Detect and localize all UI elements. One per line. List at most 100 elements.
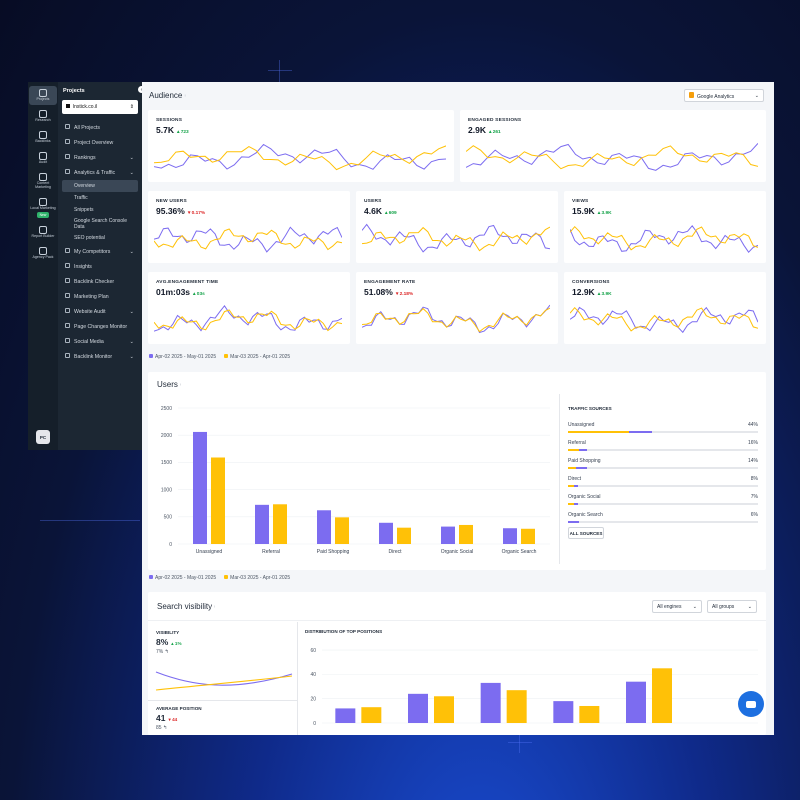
nav-item-website-audit[interactable]: Website Audit ⌄ (62, 304, 138, 319)
nav-item-left: Backlink Monitor (65, 353, 112, 360)
legend-previous-label: Mar-03 2025 - Apr-01 2025 (230, 575, 291, 581)
collapse-sidebar-button[interactable]: ‹ (138, 86, 145, 93)
chevron-down-icon: ⌄ (129, 338, 134, 345)
nav-item-page-changes-monitor[interactable]: Page Changes Monitor (62, 319, 138, 334)
metric-sparkline (362, 304, 550, 334)
bar-previous (506, 690, 527, 723)
rail-item-backlinks[interactable]: Backlinks (29, 128, 57, 147)
metric-card-conversions: CONVERSIONS 12.9K ▴ 3.9K (564, 272, 766, 344)
engines-select[interactable]: All engines ⌄ (652, 600, 702, 613)
nav-item-left: My Competitors (65, 248, 110, 255)
metric-sparkline (466, 143, 758, 171)
y-tick-label: 500 (164, 515, 173, 521)
bar-current (335, 708, 356, 723)
nav-item-left: Social Media (65, 338, 104, 345)
groups-select[interactable]: All groups ⌄ (707, 600, 757, 613)
nav-item-icon (65, 248, 70, 253)
metric-label: CONVERSIONS (572, 280, 610, 285)
nav-sub-label: Google Search Console Data (74, 218, 128, 230)
nav-item-analytics-traffic[interactable]: Analytics & Traffic ⌄ (62, 165, 138, 180)
rail-item-content-marketing[interactable]: Content Marketing (29, 170, 57, 193)
metric-card-views: VIEWS 15.9K ▴ 3.9K (564, 191, 766, 263)
nav-item-all-projects[interactable]: All Projects (62, 120, 138, 135)
icon-rail: Projects Research Backlinks Audit Content Ma… (28, 82, 58, 450)
traffic-source-name: Referral (568, 440, 586, 446)
rail-item-local-marketing[interactable]: Local Marketing New (29, 195, 57, 221)
traffic-source-bar-previous (568, 485, 574, 487)
traffic-source-pct: 7% (750, 494, 758, 500)
rail-item-label: Agency Pack (32, 254, 54, 259)
project-select[interactable]: lnstick.co.il ⇕ (62, 100, 138, 114)
nav-item-rankings[interactable]: Rankings ⌄ (62, 150, 138, 165)
audience-legend: Apr-02 2025 - May-01 2025 Mar-03 2025 - … (149, 354, 290, 360)
traffic-source-name: Paid Shopping (568, 458, 601, 464)
nav-item-backlink-checker[interactable]: Backlink Checker (62, 274, 138, 289)
rail-item-agency-pack[interactable]: Agency Pack (29, 244, 57, 263)
rail-item-label: Research (35, 117, 51, 122)
sparkline-current (466, 143, 758, 171)
rail-item-audit[interactable]: Audit (29, 149, 57, 168)
nav-sub-traffic[interactable]: Traffic (62, 192, 138, 204)
pin-icon (39, 197, 47, 206)
traffic-source-pct: 16% (747, 440, 758, 446)
sparkline-previous (154, 309, 342, 332)
traffic-source-bar-current (568, 467, 587, 469)
nav-sub-google-search-console-data[interactable]: Google Search Console Data (62, 216, 138, 232)
nav-sub-overview[interactable]: Overview (62, 180, 138, 192)
nav-sub-snippets[interactable]: Snippets (62, 204, 138, 216)
traffic-source-bar-previous (568, 431, 629, 433)
divider (559, 394, 560, 564)
y-tick-label: 1500 (161, 460, 172, 466)
traffic-source-row[interactable]: Referral 16% (568, 440, 758, 451)
avatar[interactable]: PC (36, 430, 50, 444)
metric-delta: ▴ 609 (384, 211, 397, 216)
metric-card-sessions: SESSIONS 5.7K ▴ 723 (148, 110, 454, 182)
nav-item-icon (65, 293, 70, 298)
nav-item-icon (65, 278, 70, 283)
traffic-source-pct: 6% (750, 512, 758, 518)
traffic-source-bar (568, 521, 758, 523)
nav-item-my-competitors[interactable]: My Competitors ⌄ (62, 244, 138, 259)
metric-delta: ▴ 261 (488, 130, 501, 135)
nav-item-backlink-monitor[interactable]: Backlink Monitor ⌄ (62, 349, 138, 364)
traffic-sources-title: TRAFFIC SOURCES (568, 406, 612, 411)
traffic-source-row[interactable]: Organic Social 7% (568, 494, 758, 505)
book-icon (39, 109, 47, 118)
nav-item-label: Rankings (74, 155, 96, 161)
traffic-source-row[interactable]: Direct 8% (568, 476, 758, 487)
avg-position-previous: 85 ↰ (156, 725, 168, 731)
metric-sparkline (570, 306, 758, 334)
all-sources-button[interactable]: ALL SOURCES (568, 527, 604, 539)
bar-current (255, 504, 269, 544)
users-legend: Apr-02 2025 - May-01 2025 Mar-03 2025 - … (149, 575, 290, 581)
nav-sub-label: Overview (74, 183, 95, 189)
bar-previous (273, 504, 287, 544)
chat-support-button[interactable] (738, 691, 764, 717)
traffic-source-row[interactable]: Unassigned 44% (568, 422, 758, 433)
metric-delta: ▴ 3.9K (597, 292, 612, 297)
google-analytics-icon (689, 91, 694, 98)
nav-item-left: Project Overview (65, 139, 113, 146)
rail-item-projects[interactable]: Projects (29, 86, 57, 105)
rail-item-report-builder[interactable]: Report Builder (29, 223, 57, 242)
nav-item-marketing-plan[interactable]: Marketing Plan (62, 289, 138, 304)
nav-item-project-overview[interactable]: Project Overview (62, 135, 138, 150)
traffic-source-row[interactable]: Organic Search 6% (568, 512, 758, 523)
traffic-source-pct: 14% (747, 458, 758, 464)
metric-sparkline (154, 143, 446, 171)
sparkline-current (154, 304, 342, 332)
visibility-previous-line (155, 675, 293, 691)
traffic-source-row[interactable]: Paid Shopping 14% (568, 458, 758, 469)
nav-item-insights[interactable]: Insights (62, 259, 138, 274)
rail-item-research[interactable]: Research (29, 107, 57, 126)
analytics-source-select[interactable]: Google Analytics ⌄ (684, 89, 764, 102)
sparkline-current (154, 143, 446, 170)
legend-previous-label: Mar-03 2025 - Apr-01 2025 (230, 354, 291, 360)
site-favicon-icon (66, 104, 70, 108)
sparkline-previous (362, 226, 550, 252)
nav-item-social-media[interactable]: Social Media ⌄ (62, 334, 138, 349)
nav-item-icon (65, 323, 70, 328)
chevron-down-icon: ⌄ (129, 248, 134, 255)
nav-sub-seo-potential[interactable]: SEO potential (62, 232, 138, 244)
app-sidebar: Projects Research Backlinks Audit Content Ma… (28, 82, 145, 450)
